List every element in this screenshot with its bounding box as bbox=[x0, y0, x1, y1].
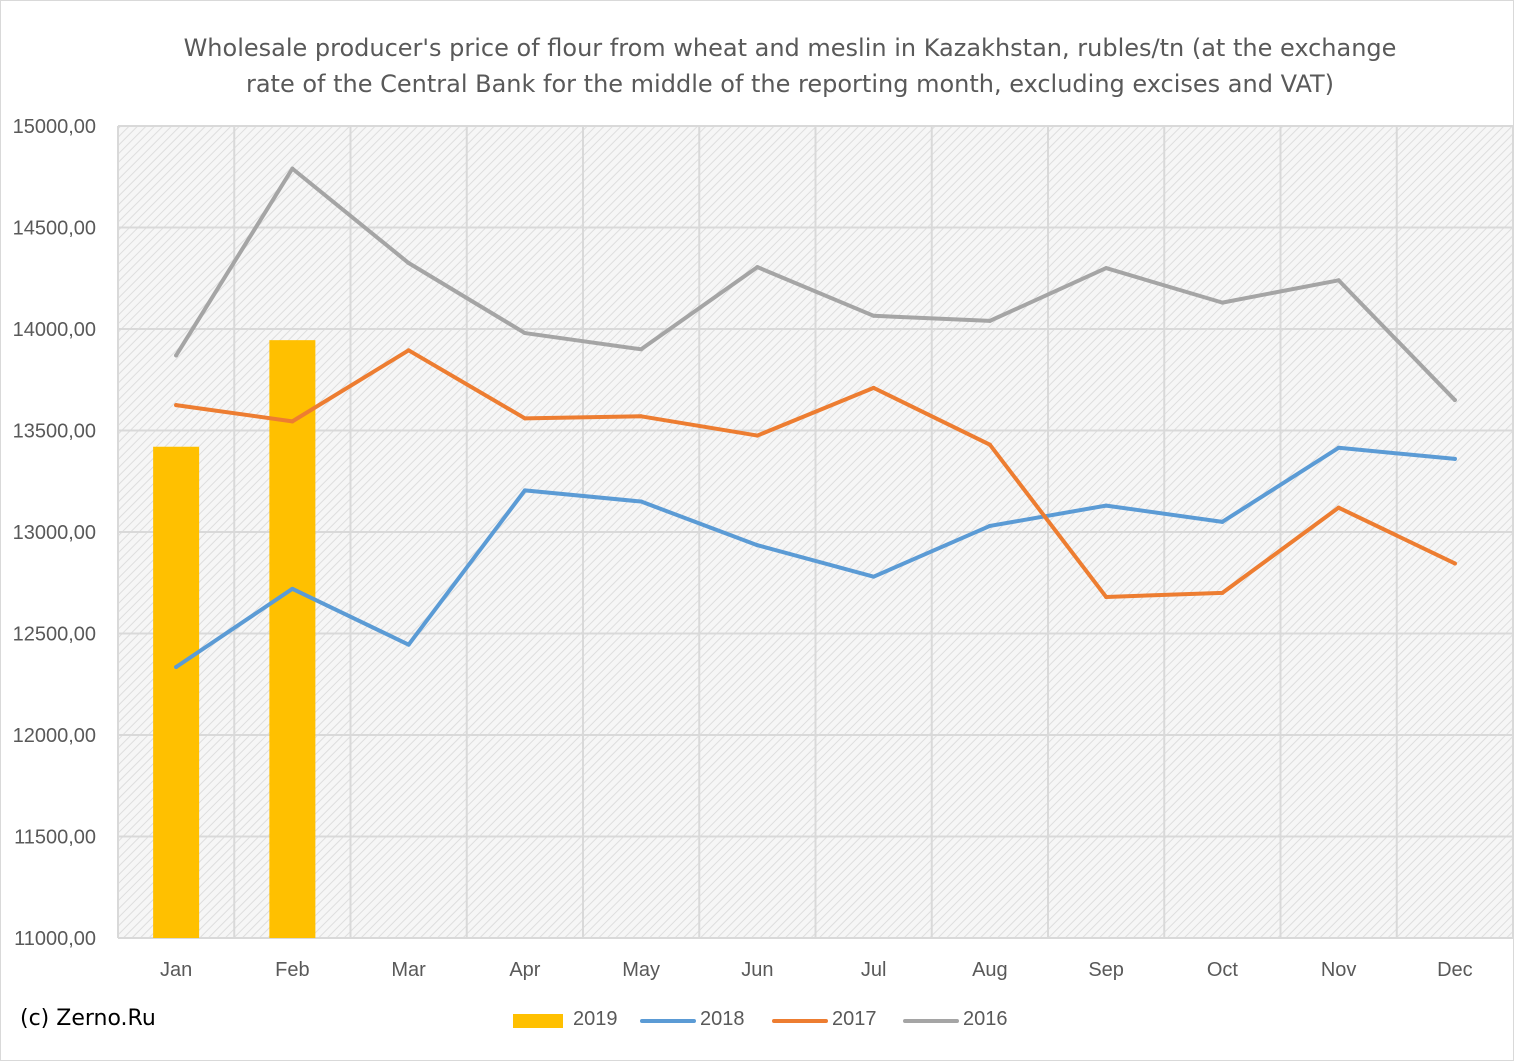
x-tick-label: Aug bbox=[972, 959, 1008, 981]
point-2017-Sep bbox=[1104, 594, 1109, 599]
legend-label-2017: 2017 bbox=[832, 1008, 877, 1030]
point-2017-Jan bbox=[174, 403, 179, 408]
y-tick-label: 14500,00 bbox=[13, 218, 96, 240]
point-2016-Mar bbox=[406, 261, 411, 266]
legend-swatch-2017 bbox=[772, 1019, 828, 1023]
point-2016-Dec bbox=[1452, 398, 1457, 403]
legend-label-2019: 2019 bbox=[573, 1008, 618, 1030]
point-2018-May bbox=[639, 499, 644, 504]
x-tick-label: Oct bbox=[1207, 959, 1239, 981]
point-2018-Aug bbox=[987, 523, 992, 528]
point-2017-Dec bbox=[1452, 561, 1457, 566]
copyright-text: (c) Zerno.Ru bbox=[20, 1006, 156, 1031]
x-tick-label: Jun bbox=[741, 959, 773, 981]
point-2017-Apr bbox=[522, 416, 527, 421]
line-series-2018 bbox=[174, 445, 1457, 669]
point-2018-Jul bbox=[871, 574, 876, 579]
point-2017-Jun bbox=[755, 433, 760, 438]
point-2016-May bbox=[639, 347, 644, 352]
point-2016-Sep bbox=[1104, 266, 1109, 271]
y-tick-label: 13500,00 bbox=[13, 421, 96, 443]
x-tick-label: Feb bbox=[275, 959, 309, 981]
line-series-2016 bbox=[174, 166, 1457, 403]
legend-swatch-2019 bbox=[513, 1014, 563, 1028]
point-2017-Oct bbox=[1220, 590, 1225, 595]
y-axis-ticks: 11000,00 11500,00 12000,00 12500,00 13000,00… bbox=[13, 116, 96, 950]
x-tick-label: Dec bbox=[1437, 959, 1473, 981]
point-2016-Apr bbox=[522, 331, 527, 336]
y-tick-label: 11500,00 bbox=[14, 827, 96, 849]
point-2016-Jan bbox=[174, 353, 179, 358]
point-2018-Dec bbox=[1452, 456, 1457, 461]
point-2017-Mar bbox=[406, 348, 411, 353]
x-tick-label: Mar bbox=[391, 959, 426, 981]
x-tick-label: Jan bbox=[160, 959, 192, 981]
chart-title: Wholesale producer's price of flour from… bbox=[183, 34, 1397, 98]
y-tick-label: 15000,00 bbox=[13, 116, 96, 138]
legend-swatch-2018 bbox=[640, 1019, 696, 1023]
legend-label-2016: 2016 bbox=[963, 1008, 1008, 1030]
x-tick-label: Apr bbox=[509, 959, 540, 981]
line-series bbox=[174, 166, 1457, 669]
line-series-2017 bbox=[174, 348, 1457, 599]
point-2017-Nov bbox=[1336, 505, 1341, 510]
x-axis-ticks: Jan Feb Mar Apr May Jun Jul Aug Sep Oct Nov Dec bbox=[160, 959, 1473, 981]
y-tick-label: 12000,00 bbox=[13, 725, 96, 747]
gridlines bbox=[117, 125, 1514, 939]
point-2018-Sep bbox=[1104, 503, 1109, 508]
point-2017-Feb bbox=[290, 419, 295, 424]
x-tick-label: Jul bbox=[861, 959, 887, 981]
point-2016-Nov bbox=[1336, 278, 1341, 283]
bar-series bbox=[153, 340, 316, 938]
point-2016-Aug bbox=[987, 318, 992, 323]
point-2018-Jun bbox=[755, 543, 760, 548]
x-tick-label: Nov bbox=[1321, 959, 1357, 981]
bar-2019-Feb bbox=[269, 340, 316, 938]
y-tick-label: 12500,00 bbox=[13, 624, 96, 646]
x-tick-label: Sep bbox=[1088, 959, 1124, 981]
point-2016-Feb bbox=[290, 166, 295, 171]
point-2017-Aug bbox=[987, 442, 992, 447]
legend-label-2018: 2018 bbox=[700, 1008, 745, 1030]
point-2017-May bbox=[639, 414, 644, 419]
point-2016-Jun bbox=[755, 265, 760, 270]
legend-swatch-2016 bbox=[903, 1019, 959, 1023]
legend: 2019 2018 2017 2016 bbox=[0, 1008, 1514, 1036]
y-tick-label: 11000,00 bbox=[14, 928, 96, 950]
point-2018-Nov bbox=[1336, 445, 1341, 450]
point-2018-Feb bbox=[290, 586, 295, 591]
point-2018-Oct bbox=[1220, 519, 1225, 524]
point-2018-Mar bbox=[406, 642, 411, 647]
bar-2019-Jan bbox=[153, 446, 200, 938]
y-tick-label: 14000,00 bbox=[13, 319, 96, 341]
point-2017-Jul bbox=[871, 385, 876, 390]
point-2018-Apr bbox=[522, 488, 527, 493]
point-2018-Jan bbox=[174, 664, 179, 669]
y-tick-label: 13000,00 bbox=[13, 522, 96, 544]
point-2016-Oct bbox=[1220, 300, 1225, 305]
point-2016-Jul bbox=[871, 313, 876, 318]
x-tick-label: May bbox=[622, 959, 660, 981]
